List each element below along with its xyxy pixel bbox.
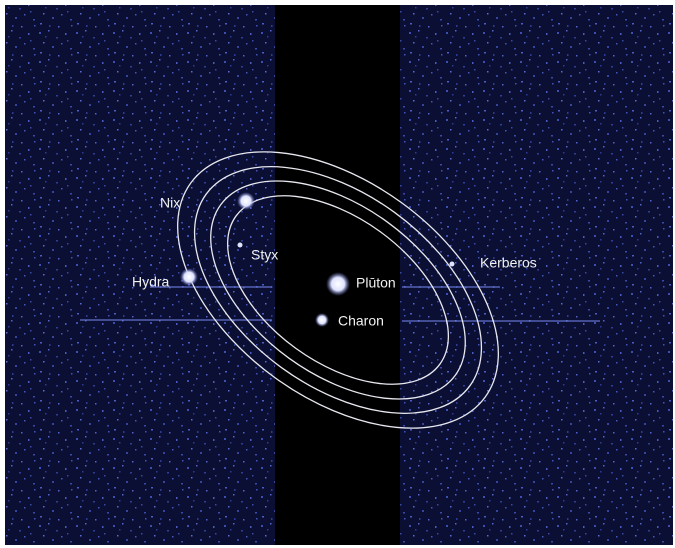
label-kerberos: Kerberos (480, 255, 537, 271)
streaks (80, 286, 600, 322)
charon (315, 313, 329, 327)
nix (237, 192, 255, 210)
label-styx: Styx (251, 247, 278, 263)
kerberos (449, 261, 455, 267)
label-pluton: Plūton (356, 275, 396, 291)
orbits (177, 151, 499, 429)
bodies (180, 192, 455, 327)
styx (237, 242, 243, 248)
hydra (180, 268, 198, 286)
label-nix: Nix (160, 195, 180, 211)
label-hydra: Hydra (132, 274, 170, 290)
label-charon: Charon (338, 313, 384, 329)
pluto (326, 272, 350, 296)
